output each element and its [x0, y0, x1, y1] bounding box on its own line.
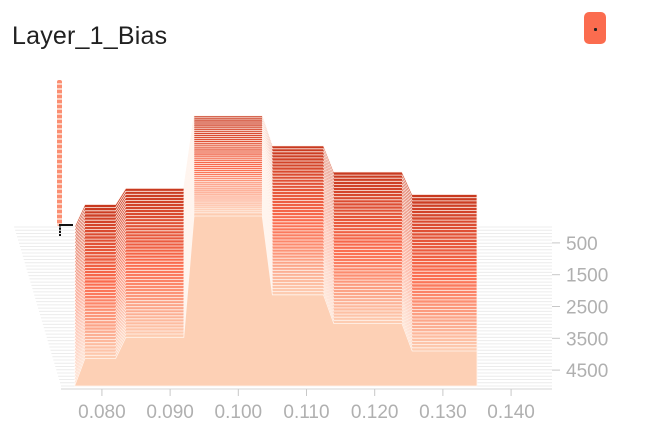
x-axis: 0.080 0.090 0.100 0.110 0.120 0.130 0.140 [61, 389, 552, 423]
step-tick-label: 2500 [566, 298, 608, 319]
x-tick-label: 0.130 [419, 402, 467, 423]
x-tick-label: 0.100 [215, 402, 263, 423]
x-tick-label: 0.090 [146, 402, 194, 423]
x-tick-label: 0.080 [78, 402, 126, 423]
step-tick-label: 4500 [566, 361, 608, 382]
step-axis: 500 1500 2500 3500 4500 [552, 234, 608, 382]
x-tick-label: 0.110 [283, 402, 329, 423]
distribution-ridges [75, 116, 477, 386]
x-tick-label: 0.140 [487, 402, 535, 423]
step-tick-label: 3500 [566, 329, 608, 350]
x-tick-label: 0.120 [351, 402, 399, 423]
step-tick-label: 500 [566, 234, 598, 255]
step-tick-label: 1500 [566, 266, 608, 287]
